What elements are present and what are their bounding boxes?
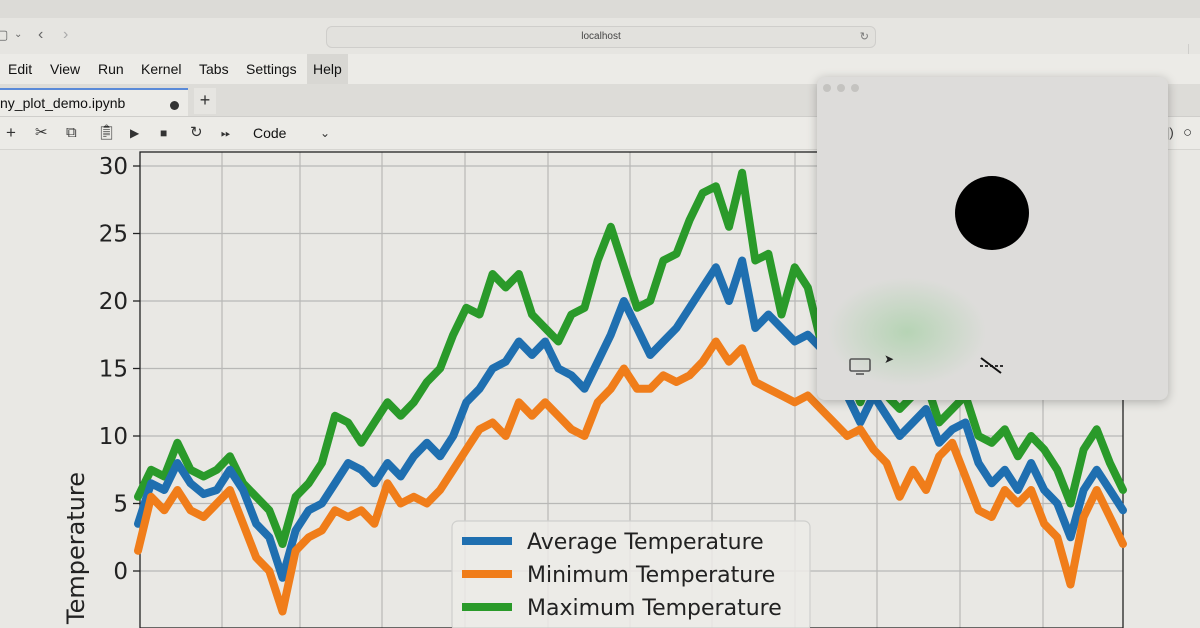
camera-preview-circle [955,176,1029,250]
url-bar[interactable]: localhost ↻ [326,26,876,48]
restart-icon[interactable]: ↻ [190,124,203,141]
fast-forward-icon[interactable]: ⏩︎ [221,126,231,140]
y-axis-ticks: 0 5 10 15 20 25 30 [99,154,140,585]
screen-share-icon[interactable] [849,358,871,376]
new-tab-button[interactable]: + [194,88,216,114]
os-top-strip [0,0,1200,18]
reload-icon[interactable]: ↻ [859,31,869,43]
stop-icon[interactable]: ■ [160,126,168,140]
paste-icon[interactable]: 📋︎ [97,124,117,141]
menu-tabs[interactable]: Tabs [199,61,229,77]
no-share-icon[interactable] [977,356,1007,376]
add-cell-icon[interactable]: + [6,123,16,142]
url-text: localhost [581,31,621,42]
y-tick-label: 5 [113,492,128,518]
browser-toolbar: ▢ ⌄ ‹ › localhost ↻ [0,18,1200,68]
cell-type-select[interactable]: Code [253,125,287,141]
chevron-down-icon[interactable]: ⌄ [14,29,23,40]
run-icon[interactable]: ▶ [130,126,140,140]
y-tick-label: 15 [99,357,128,383]
menu-settings[interactable]: Settings [246,61,297,77]
y-axis-label: Temperature [62,472,90,625]
chevron-down-icon[interactable]: ⌄ [320,126,331,140]
legend-label-2: Maximum Temperature [527,596,782,621]
kernel-status-icon: |) [1166,125,1174,140]
y-tick-label: 0 [113,559,128,585]
series-line-2 [134,168,1127,548]
screen-share-popup [817,77,1168,400]
forward-icon[interactable]: › [63,26,69,43]
legend-label-1: Minimum Temperature [527,563,775,588]
y-tick-label: 20 [99,289,128,315]
copy-icon[interactable]: ⧉ [66,124,77,141]
notebook-tab-label: ny_plot_demo.ipynb [0,95,126,111]
series-lines [134,168,1127,616]
y-tick-label: 25 [99,222,128,248]
kernel-idle-icon: ○ [1183,124,1193,141]
menu-kernel[interactable]: Kernel [141,61,182,77]
series-line-1 [134,337,1127,616]
series-line-0 [134,256,1127,582]
menu-run[interactable]: Run [98,61,124,77]
glow-effect [827,277,987,387]
menu-edit[interactable]: Edit [8,61,33,77]
legend-box [451,520,811,628]
temperature-chart: 0 5 10 15 20 25 30 Temperature Average Tempera… [62,151,1127,628]
legend-label-0: Average Temperature [527,530,764,555]
y-tick-label: 30 [99,154,128,180]
y-tick-label: 10 [99,424,128,450]
cut-icon[interactable]: ✂ [35,124,48,141]
menu-help[interactable]: Help [307,54,348,84]
window-zoom-button[interactable] [851,84,859,92]
menu-view[interactable]: View [50,61,81,77]
sidebar-toggle-icon[interactable]: ▢ [0,27,9,42]
notebook-tab[interactable]: ny_plot_demo.ipynb [0,88,188,116]
chart-legend: Average Temperature Minimum Temperature Ma… [451,520,811,628]
mouse-cursor-icon: ➤ [884,352,895,366]
window-close-button[interactable] [823,84,831,92]
unsaved-dot-icon[interactable] [170,101,179,110]
window-minimize-button[interactable] [837,84,845,92]
back-icon[interactable]: ‹ [38,26,44,43]
